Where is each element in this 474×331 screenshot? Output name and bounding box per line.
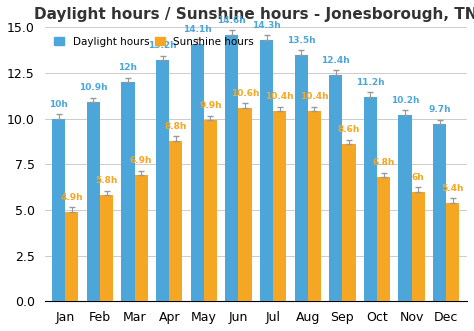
Text: 10.4h: 10.4h [300, 92, 328, 101]
Bar [204, 120, 217, 301]
Text: 8.6h: 8.6h [338, 125, 360, 134]
Text: 10.2h: 10.2h [391, 96, 419, 105]
Bar [364, 97, 377, 301]
Text: 10.6h: 10.6h [231, 89, 259, 98]
Text: 10h: 10h [49, 100, 68, 109]
Text: 5.8h: 5.8h [95, 176, 118, 185]
Text: 4.9h: 4.9h [61, 193, 83, 202]
Text: 14.1h: 14.1h [183, 25, 212, 34]
Text: 12h: 12h [118, 63, 137, 72]
Text: 6h: 6h [412, 173, 425, 182]
Bar [100, 195, 113, 301]
Text: 5.4h: 5.4h [442, 184, 464, 193]
Bar [342, 144, 356, 301]
Text: 9.9h: 9.9h [199, 101, 222, 111]
Bar [447, 203, 459, 301]
Bar [238, 108, 252, 301]
Bar [433, 124, 447, 301]
Text: 13.5h: 13.5h [287, 36, 316, 45]
Bar [135, 175, 148, 301]
Bar [260, 40, 273, 301]
Bar [87, 102, 100, 301]
Bar [411, 192, 425, 301]
Bar [169, 141, 182, 301]
Text: 14.6h: 14.6h [218, 16, 246, 24]
Bar [156, 60, 169, 301]
Text: 6.8h: 6.8h [373, 158, 395, 167]
Title: Daylight hours / Sunshine hours - Jonesborough, TN: Daylight hours / Sunshine hours - Jonesb… [34, 7, 474, 22]
Bar [329, 75, 342, 301]
Bar [399, 115, 411, 301]
Text: 8.8h: 8.8h [164, 121, 187, 130]
Text: 6.9h: 6.9h [130, 156, 153, 165]
Bar [294, 55, 308, 301]
Bar [191, 44, 204, 301]
Legend: Daylight hours, Sunshine hours: Daylight hours, Sunshine hours [50, 32, 258, 51]
Bar [273, 111, 286, 301]
Bar [377, 177, 390, 301]
Bar [308, 111, 321, 301]
Bar [65, 212, 79, 301]
Text: 11.2h: 11.2h [356, 78, 385, 87]
Bar [121, 82, 135, 301]
Text: 10.4h: 10.4h [265, 92, 294, 101]
Bar [225, 34, 238, 301]
Text: 9.7h: 9.7h [428, 105, 451, 114]
Text: 14.3h: 14.3h [252, 21, 281, 30]
Bar [52, 118, 65, 301]
Text: 12.4h: 12.4h [321, 56, 350, 65]
Text: 10.9h: 10.9h [79, 83, 108, 92]
Text: 13.2h: 13.2h [148, 41, 177, 50]
